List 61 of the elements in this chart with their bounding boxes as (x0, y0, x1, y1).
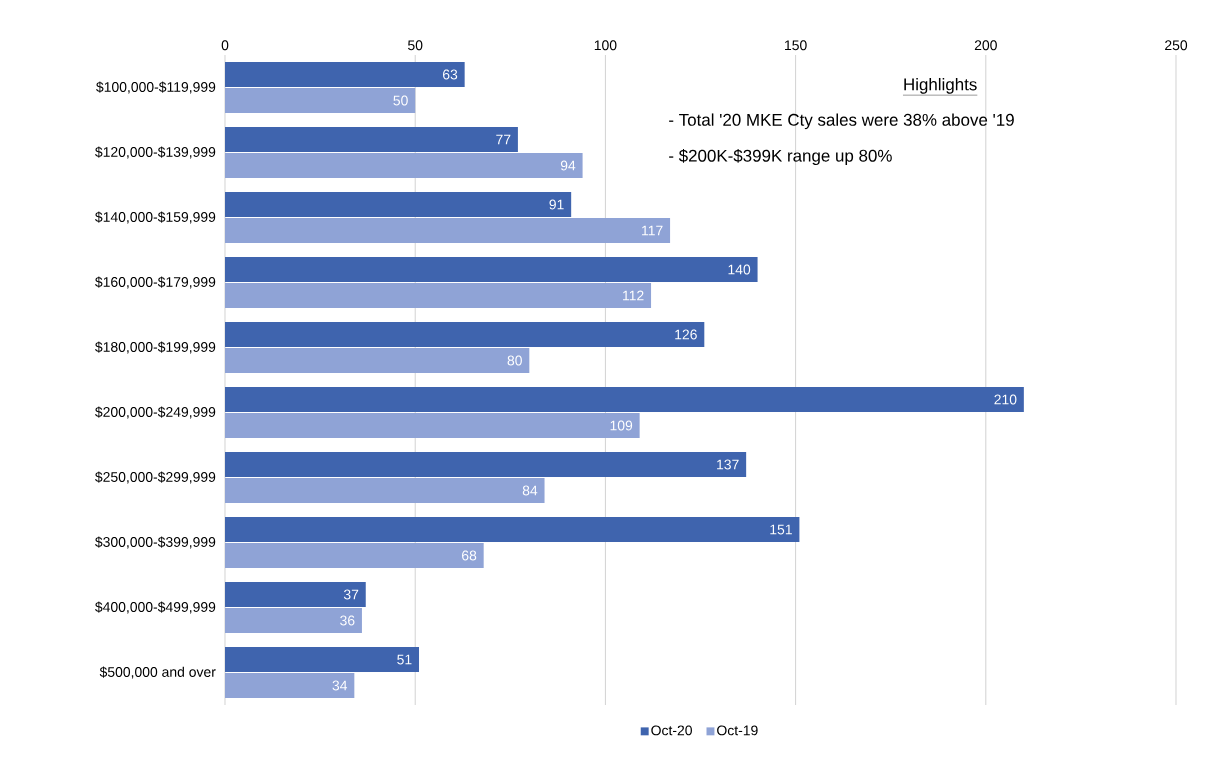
y-tick-label: $180,000-$199,999 (95, 341, 216, 354)
x-tick-label: 150 (785, 40, 807, 51)
data-label: 50 (393, 95, 408, 106)
bar (225, 517, 800, 543)
bar (225, 478, 545, 504)
annotation: - Total '20 MKE Cty sales were 38% above '19 (669, 113, 1014, 130)
legend-label: Oct-20 (651, 725, 692, 736)
bar (225, 452, 747, 478)
data-label: 37 (343, 589, 359, 600)
data-label: 151 (770, 524, 792, 535)
x-tick-label: 100 (594, 40, 617, 51)
bar (225, 582, 366, 608)
bar (225, 88, 416, 113)
data-label: 36 (340, 615, 355, 626)
y-tick-label: $160,000-$179,999 (95, 276, 216, 289)
y-tick-label: $140,000-$159,999 (95, 211, 216, 224)
bar (225, 348, 530, 373)
y-tick-label: $400,000-$499,999 (95, 601, 216, 614)
y-tick-label: $200,000-$249,999 (95, 406, 216, 419)
data-label: 126 (675, 329, 697, 340)
x-tick-label: 250 (1165, 40, 1188, 51)
bar (225, 153, 583, 178)
bar (225, 127, 518, 152)
data-label: 112 (623, 290, 644, 301)
data-label: 77 (496, 134, 511, 145)
x-tick-label: 50 (408, 40, 423, 51)
bar (225, 387, 1024, 412)
bar (225, 608, 362, 634)
data-label: 137 (717, 459, 739, 470)
bar (225, 673, 355, 699)
data-label: 210 (994, 394, 1017, 405)
annotation: - $200K-$399K range up 80% (669, 149, 892, 166)
y-tick-label: $500,000 and over (99, 666, 216, 679)
x-tick-label: 200 (974, 40, 997, 51)
data-label: 140 (728, 264, 751, 275)
data-label: 63 (443, 69, 458, 80)
data-label: 68 (462, 550, 477, 561)
bar (225, 218, 671, 243)
data-label: 94 (560, 160, 576, 171)
bar (225, 257, 758, 282)
y-tick-label: $120,000-$139,999 (95, 146, 216, 159)
data-label: 91 (549, 199, 564, 210)
bar (225, 322, 705, 347)
legend-label: Oct-19 (717, 725, 758, 736)
y-tick-label: $250,000-$299,999 (95, 471, 216, 484)
data-label: 51 (397, 654, 412, 665)
bar (225, 62, 465, 87)
data-label: 34 (332, 680, 348, 691)
bar (225, 192, 572, 217)
bar (225, 543, 484, 569)
data-label: 84 (522, 485, 538, 496)
bar (225, 647, 420, 673)
annotation: Highlights (904, 77, 977, 94)
x-tick-label: 0 (221, 40, 229, 51)
y-tick-label: $100,000-$119,999 (96, 81, 216, 94)
bar (225, 283, 652, 308)
bar (225, 413, 640, 438)
y-tick-label: $300,000-$399,999 (95, 536, 216, 549)
data-label: 117 (642, 225, 663, 236)
data-label: 80 (507, 355, 522, 366)
data-label: 109 (610, 420, 633, 431)
